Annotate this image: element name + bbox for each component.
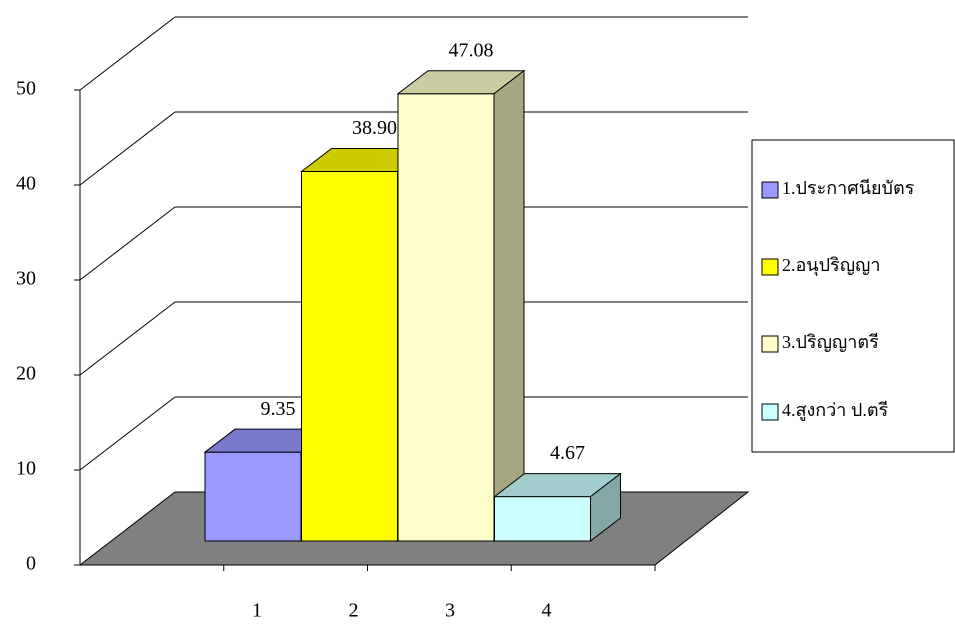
legend-swatch <box>761 335 779 353</box>
bar-front <box>494 496 591 542</box>
legend-swatch <box>761 403 779 421</box>
value-label: 38.90 <box>352 117 397 139</box>
bar-front <box>204 451 302 542</box>
value-label: 4.67 <box>550 442 585 464</box>
grid-line <box>79 111 176 186</box>
bar <box>396 69 526 543</box>
legend-swatch <box>761 181 779 199</box>
x-tick-label: 3 <box>445 600 455 622</box>
grid-line <box>79 396 176 471</box>
legend: 1.ประกาศนียบัตร 2.อนุปริญญา 3.ปริญญาตรี 4.ส… <box>761 178 915 421</box>
bar-front <box>301 170 398 542</box>
value-label: 9.35 <box>261 398 296 420</box>
value-label: 47.08 <box>449 39 494 61</box>
legend-label: 3.ปริญญาตรี <box>782 332 879 352</box>
x-tick-label: 2 <box>349 600 359 622</box>
grid-line <box>79 206 176 281</box>
x-tick-label: 1 <box>252 600 262 622</box>
bar-side-shade <box>494 70 524 542</box>
y-tick-label: 40 <box>16 173 36 195</box>
y-tick-label: 20 <box>16 363 36 385</box>
y-tick-label: 30 <box>16 268 36 290</box>
y-tick-label: 10 <box>16 458 36 480</box>
legend-label: 1.ประกาศนียบัตร <box>782 178 915 198</box>
bar-top-shade <box>205 429 331 453</box>
legend-box <box>751 139 955 453</box>
bar-side <box>590 472 621 543</box>
y-tick-label: 0 <box>26 553 36 575</box>
legend-label: 4.สูงกว่า ป.ตรี <box>782 400 889 421</box>
grid-line <box>79 16 176 91</box>
legend-swatch <box>761 258 779 276</box>
x-tick-label: 4 <box>542 600 552 622</box>
bar-top-shade <box>494 473 621 497</box>
bar-front <box>397 93 495 542</box>
bar-side-shade <box>590 473 621 541</box>
y-tick-label: 50 <box>16 78 36 100</box>
grid-line <box>79 301 176 376</box>
bar-top-shade <box>398 70 524 94</box>
bar-top-shade <box>301 148 428 172</box>
bars <box>203 69 622 543</box>
bar <box>493 472 622 543</box>
legend-label: 2.อนุปริญญา <box>782 255 881 276</box>
